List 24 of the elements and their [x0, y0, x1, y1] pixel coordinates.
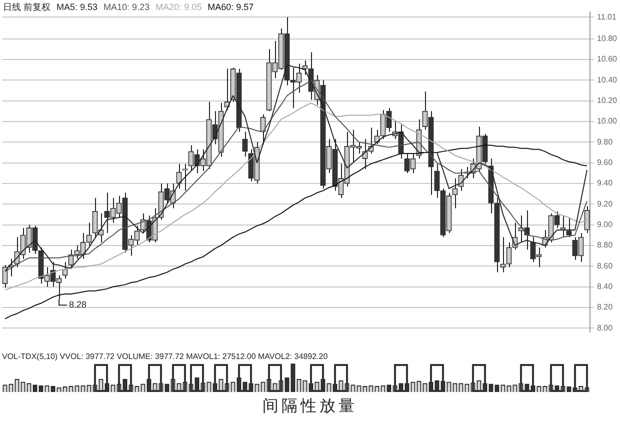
chart-title: VOL-TDX(5,10) VVOL: 3977.72 VOLUME: 3977.72 MAVOL1: 27512.00 MAVOL2: 34892.20 — [2, 352, 328, 362]
y-tick-label: 10.20 — [596, 96, 618, 106]
text: MA10: 9.23 — [104, 2, 150, 12]
y-tick-label: 11.01 — [596, 12, 617, 22]
y-tick-label: 9.00 — [596, 220, 614, 229]
y-tick-label: 10.00 — [596, 116, 618, 126]
y-tick-label: 8.20 — [596, 302, 614, 312]
y-tick-label: 10.40 — [596, 75, 618, 84]
text: MA60: 9.57 — [208, 2, 254, 12]
text: MA5: 9.53 — [56, 2, 98, 12]
y-tick-label: 9.80 — [596, 137, 614, 146]
y-tick-label: 9.40 — [596, 178, 614, 188]
y-tick-label: 9.60 — [596, 158, 614, 168]
y-tick-label: 8.80 — [596, 240, 614, 250]
y-tick-label: 8.60 — [596, 261, 614, 270]
y-tick-label: 8.00 — [596, 323, 614, 332]
y-tick-label: 10.80 — [596, 34, 618, 44]
y-tick-label: 10.60 — [596, 54, 618, 64]
text: MA20: 9.05 — [156, 2, 202, 12]
y-tick-label: 8.40 — [596, 282, 614, 291]
chart-title: 日线 前复权 — [3, 2, 51, 12]
annotation: 8.28 — [69, 300, 87, 310]
y-tick-label: 9.20 — [596, 199, 614, 208]
text: 间隔性放量 — [262, 396, 358, 417]
